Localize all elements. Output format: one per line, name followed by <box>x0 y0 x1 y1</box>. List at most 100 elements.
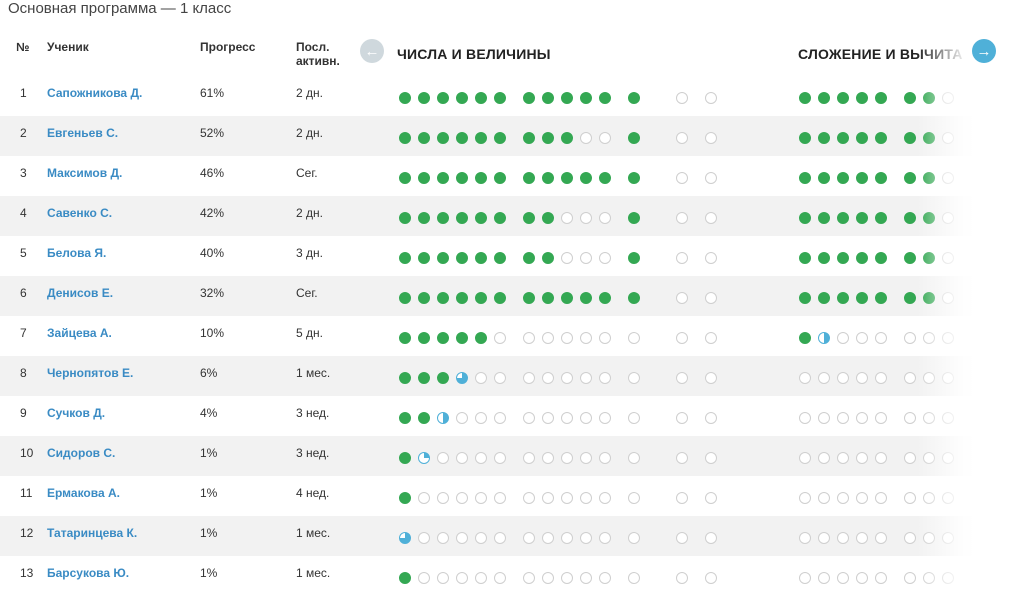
skill-in-progress-icon[interactable] <box>418 452 430 464</box>
skill-done-icon[interactable] <box>799 132 811 144</box>
skill-empty-icon[interactable] <box>580 452 592 464</box>
skill-empty-icon[interactable] <box>580 132 592 144</box>
skill-empty-icon[interactable] <box>599 492 611 504</box>
skill-empty-icon[interactable] <box>599 452 611 464</box>
skill-empty-icon[interactable] <box>456 572 468 584</box>
skill-done-icon[interactable] <box>923 92 935 104</box>
skill-done-icon[interactable] <box>542 172 554 184</box>
skill-done-icon[interactable] <box>561 92 573 104</box>
skill-done-icon[interactable] <box>437 372 449 384</box>
skill-done-icon[interactable] <box>494 172 506 184</box>
skill-empty-icon[interactable] <box>475 572 487 584</box>
skill-done-icon[interactable] <box>561 292 573 304</box>
skill-done-icon[interactable] <box>923 132 935 144</box>
skill-done-icon[interactable] <box>856 252 868 264</box>
skill-empty-icon[interactable] <box>799 372 811 384</box>
skill-done-icon[interactable] <box>599 292 611 304</box>
skill-done-icon[interactable] <box>856 292 868 304</box>
skill-empty-icon[interactable] <box>494 492 506 504</box>
skill-empty-icon[interactable] <box>561 252 573 264</box>
skill-empty-icon[interactable] <box>818 492 830 504</box>
skill-done-icon[interactable] <box>437 332 449 344</box>
student-name-link[interactable]: Зайцева А. <box>47 326 112 340</box>
skill-empty-icon[interactable] <box>475 412 487 424</box>
skill-done-icon[interactable] <box>418 372 430 384</box>
skill-empty-icon[interactable] <box>456 532 468 544</box>
skill-empty-icon[interactable] <box>942 532 954 544</box>
skill-done-icon[interactable] <box>494 132 506 144</box>
skill-done-icon[interactable] <box>523 92 535 104</box>
skill-done-icon[interactable] <box>399 412 411 424</box>
skill-in-progress-icon[interactable] <box>818 332 830 344</box>
skill-empty-icon[interactable] <box>856 372 868 384</box>
skill-done-icon[interactable] <box>818 212 830 224</box>
skill-empty-icon[interactable] <box>437 572 449 584</box>
skill-empty-icon[interactable] <box>599 132 611 144</box>
skill-empty-icon[interactable] <box>904 332 916 344</box>
skill-done-icon[interactable] <box>494 92 506 104</box>
skill-empty-icon[interactable] <box>437 452 449 464</box>
skill-done-icon[interactable] <box>418 412 430 424</box>
skill-empty-icon[interactable] <box>705 252 717 264</box>
skill-done-icon[interactable] <box>437 172 449 184</box>
skill-done-icon[interactable] <box>456 292 468 304</box>
skill-empty-icon[interactable] <box>418 572 430 584</box>
student-name-link[interactable]: Сидоров С. <box>47 446 116 460</box>
skill-done-icon[interactable] <box>399 572 411 584</box>
skill-empty-icon[interactable] <box>523 572 535 584</box>
skill-done-icon[interactable] <box>475 172 487 184</box>
skill-empty-icon[interactable] <box>923 532 935 544</box>
skill-empty-icon[interactable] <box>856 492 868 504</box>
skill-empty-icon[interactable] <box>904 372 916 384</box>
skill-done-icon[interactable] <box>875 252 887 264</box>
skill-empty-icon[interactable] <box>837 412 849 424</box>
skill-empty-icon[interactable] <box>523 412 535 424</box>
skill-empty-icon[interactable] <box>856 332 868 344</box>
skill-empty-icon[interactable] <box>799 452 811 464</box>
skill-done-icon[interactable] <box>437 292 449 304</box>
skill-empty-icon[interactable] <box>523 492 535 504</box>
skill-done-icon[interactable] <box>542 92 554 104</box>
skill-empty-icon[interactable] <box>542 572 554 584</box>
skill-done-icon[interactable] <box>818 292 830 304</box>
skill-empty-icon[interactable] <box>676 172 688 184</box>
skill-empty-icon[interactable] <box>923 572 935 584</box>
skill-empty-icon[interactable] <box>580 492 592 504</box>
student-name-link[interactable]: Чернопятов Е. <box>47 366 134 380</box>
skill-done-icon[interactable] <box>542 212 554 224</box>
skill-done-icon[interactable] <box>475 212 487 224</box>
skill-empty-icon[interactable] <box>599 532 611 544</box>
skill-empty-icon[interactable] <box>676 372 688 384</box>
student-name-link[interactable]: Ермакова А. <box>47 486 120 500</box>
skill-done-icon[interactable] <box>437 252 449 264</box>
skill-done-icon[interactable] <box>523 212 535 224</box>
skill-empty-icon[interactable] <box>923 452 935 464</box>
skill-empty-icon[interactable] <box>856 412 868 424</box>
skill-empty-icon[interactable] <box>676 452 688 464</box>
skill-empty-icon[interactable] <box>542 532 554 544</box>
skill-empty-icon[interactable] <box>799 532 811 544</box>
skill-empty-icon[interactable] <box>542 332 554 344</box>
skill-empty-icon[interactable] <box>705 572 717 584</box>
skill-empty-icon[interactable] <box>628 332 640 344</box>
scroll-next-button[interactable]: → <box>972 39 996 63</box>
skill-empty-icon[interactable] <box>475 492 487 504</box>
skill-empty-icon[interactable] <box>628 532 640 544</box>
skill-empty-icon[interactable] <box>542 372 554 384</box>
skill-empty-icon[interactable] <box>561 212 573 224</box>
skill-done-icon[interactable] <box>875 132 887 144</box>
skill-done-icon[interactable] <box>818 132 830 144</box>
student-name-link[interactable]: Татаринцева К. <box>47 526 138 540</box>
skill-empty-icon[interactable] <box>628 372 640 384</box>
skill-empty-icon[interactable] <box>705 532 717 544</box>
skill-done-icon[interactable] <box>437 132 449 144</box>
skill-done-icon[interactable] <box>475 132 487 144</box>
skill-done-icon[interactable] <box>628 92 640 104</box>
skill-empty-icon[interactable] <box>523 532 535 544</box>
skill-done-icon[interactable] <box>875 292 887 304</box>
skill-done-icon[interactable] <box>523 292 535 304</box>
skill-empty-icon[interactable] <box>599 572 611 584</box>
skill-empty-icon[interactable] <box>942 292 954 304</box>
skill-empty-icon[interactable] <box>705 372 717 384</box>
skill-empty-icon[interactable] <box>942 172 954 184</box>
